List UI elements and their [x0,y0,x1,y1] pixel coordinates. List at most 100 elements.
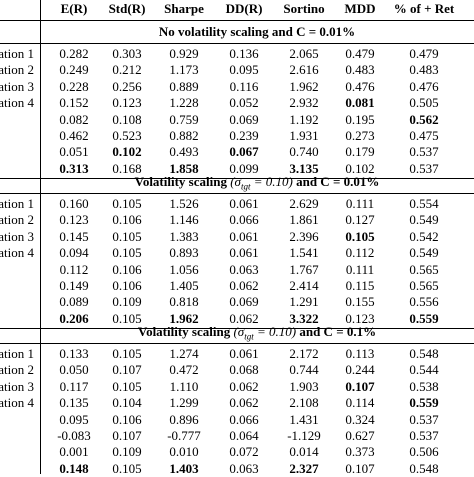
section-title-tail: and C = 0.01% [296,174,380,189]
section-title-suffix: = 0.10) [250,174,293,189]
table-cell: 0.014 [289,444,319,460]
table-cell: 0.067 [229,144,259,160]
column-header: % of + Ret [393,1,455,16]
table-cell: 1.767 [289,261,319,277]
row-label: ation 4 [0,395,34,411]
section-title: No volatility scaling and C = 0.01% [40,24,474,40]
section-title-subscript: tgt [244,331,254,342]
table-cell: 0.244 [345,362,375,378]
row-label: ation 3 [0,78,34,94]
section-title-text: Volatility scaling [137,324,231,339]
row-label: ation 4 [0,95,34,111]
table-cell: 0.160 [59,196,89,211]
table-cell: 1.541 [289,245,319,261]
column-header: Sortino [283,1,325,16]
table-cell: 1.110 [169,378,199,394]
table-cell: 2.172 [289,346,319,361]
row-label: ation 3 [0,228,34,244]
table-cell: 0.462 [59,128,89,143]
table-cell: 2.108 [289,395,319,411]
table-cell: 0.152 [59,95,89,111]
table-cell: 0.148 [59,460,89,476]
table-cell: 0.562 [409,111,439,127]
table-cell: 0.069 [229,294,259,310]
table-cell: 0.549 [409,212,439,228]
table-cell: 0.062 [229,395,259,411]
section-title: Volatility scaling (σtgt = 0.10) and C =… [40,174,474,195]
table-cell: 0.010 [169,444,199,460]
table-cell: 0.179 [345,144,375,160]
table-cell: 0.249 [59,62,89,78]
table-cell: 0.105 [112,346,142,361]
table-cell: 0.112 [59,261,89,277]
section-title-subscript: tgt [240,181,251,192]
rule-line [0,343,474,344]
table-cell: 0.740 [289,144,319,160]
table-cell: 0.123 [59,212,89,228]
table-cell: 0.105 [112,378,142,394]
table-cell: 0.228 [59,78,89,94]
rule-line [0,43,474,44]
table-cell: 0.117 [59,378,89,394]
row-label: ation 4 [0,245,34,261]
row-label: ation 2 [0,212,34,228]
row-label: ation 1 [0,196,34,211]
table-cell: 0.062 [229,310,259,326]
table-cell: 0.094 [59,245,89,261]
table-cell: 1.903 [289,378,319,394]
column-header: Sharpe [164,1,204,16]
rule-line [0,328,474,330]
table-cell: 0.537 [409,411,439,427]
table-cell: 1.962 [169,310,199,326]
table-cell: 1.431 [289,411,319,427]
table-cell: 0.133 [59,346,89,361]
table-cell: -1.129 [287,428,321,443]
table-cell: 0.102 [345,160,375,176]
table-cell: 2.616 [289,62,319,78]
table-cell: 0.115 [345,278,375,293]
section-title-sigma: (σ [233,324,245,339]
table-cell: 0.111 [345,261,375,277]
table-cell: 0.505 [409,95,439,111]
table-cell: 0.089 [59,294,89,310]
table-cell: 0.127 [345,212,375,228]
table-cell: 0.538 [409,378,439,394]
table-cell: 0.882 [169,128,199,143]
table-cell: 0.303 [112,46,142,61]
table-cell: 1.228 [169,95,199,111]
table-cell: 0.929 [169,46,199,61]
table-cell: 0.107 [112,362,142,378]
table-cell: 0.889 [169,78,199,94]
table-cell: 0.106 [112,278,142,293]
table-cell: 1.962 [289,78,319,94]
table-cell: 0.066 [229,212,259,228]
table-cell: 0.062 [229,278,259,293]
table-cell: 0.106 [112,212,142,228]
table-cell: -0.083 [57,428,91,443]
table-cell: 0.544 [409,362,439,378]
table-cell: 0.107 [345,378,375,394]
table-cell: 0.282 [59,46,89,61]
column-header: MDD [344,1,376,16]
table-cell: 0.212 [112,62,142,78]
table-cell: 0.476 [409,78,439,94]
table-cell: 1.383 [169,228,199,244]
table-cell: 0.744 [289,362,319,378]
table-cell: 0.068 [229,362,259,378]
table-cell: 3.322 [289,310,319,326]
table-cell: 0.104 [112,395,142,411]
column-header: E(R) [60,1,88,16]
table-cell: 0.061 [229,196,259,211]
table-cell: 1.405 [169,278,199,293]
table-cell: 1.192 [289,111,319,127]
table-cell: 0.061 [229,228,259,244]
table-cell: 0.064 [229,428,259,443]
table-cell: 2.414 [289,278,319,293]
table-cell: 0.149 [59,278,89,293]
table-cell: 0.554 [409,196,439,211]
table-cell: 0.061 [229,346,259,361]
table-cell: 0.123 [345,310,375,326]
table-cell: 0.548 [409,346,439,361]
column-separator [40,0,41,474]
